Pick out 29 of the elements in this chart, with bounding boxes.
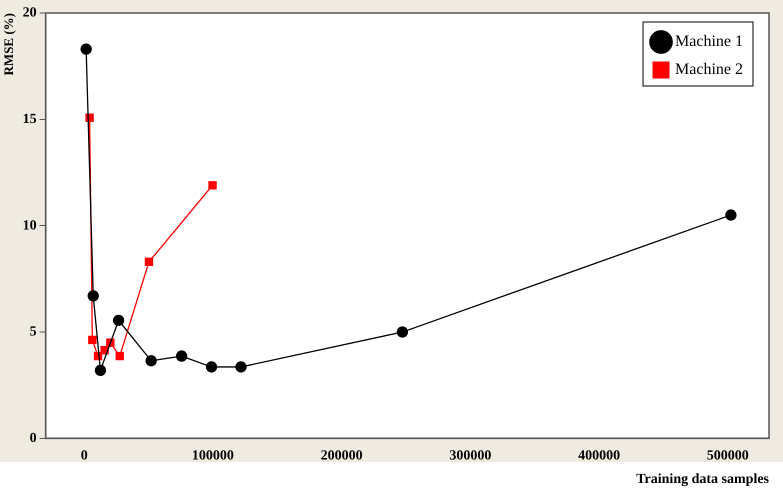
- y-tick-label: 10: [22, 218, 37, 234]
- y-axis-title: RMSE (%): [1, 13, 16, 76]
- x-tick-label: 100000: [192, 448, 234, 464]
- point: [88, 290, 99, 302]
- point: [146, 355, 157, 366]
- y-tick-label: 15: [22, 112, 37, 127]
- point: [144, 258, 154, 266]
- point: [80, 44, 92, 55]
- legend-label: Machine 1: [675, 33, 744, 50]
- point: [235, 361, 247, 373]
- point: [396, 326, 408, 338]
- y-tick-label: 20: [22, 6, 37, 21]
- x-tick-label: 300000: [449, 448, 492, 464]
- point: [208, 181, 217, 190]
- x-tick-label: 200000: [320, 448, 363, 464]
- point: [725, 209, 737, 221]
- x-axis-title: Training data samples: [636, 472, 770, 488]
- point: [88, 336, 97, 344]
- point: [206, 361, 218, 373]
- x-tick-label: 500000: [706, 448, 749, 464]
- legend-label: Machine 2: [675, 61, 744, 78]
- y-tick-label: 0: [30, 431, 37, 446]
- point: [176, 350, 188, 362]
- y-tick-label: 5: [30, 324, 37, 340]
- x-tick-label: 400000: [578, 448, 620, 464]
- point: [112, 314, 124, 326]
- x-tick-label: 0: [80, 448, 88, 464]
- point: [116, 352, 124, 360]
- point: [94, 364, 106, 376]
